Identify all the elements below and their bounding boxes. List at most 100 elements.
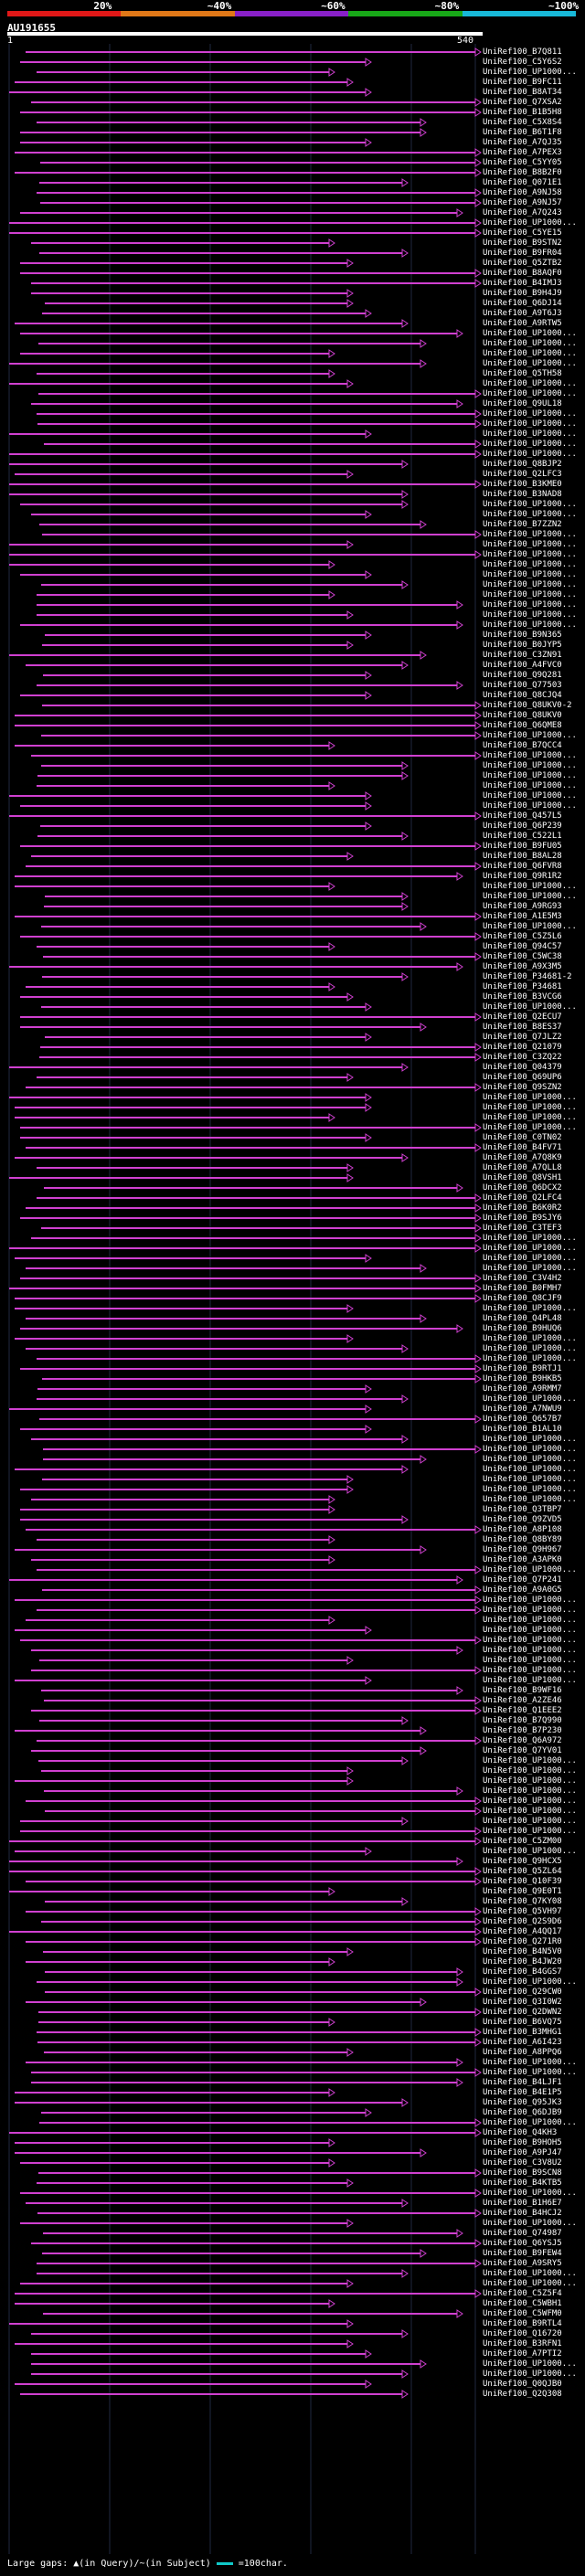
- hit-label[interactable]: UniRef100_Q2Q308: [483, 2390, 562, 2399]
- hit-label[interactable]: UniRef100_A7PEX3: [483, 148, 562, 157]
- hit-label[interactable]: UniRef100_Q74987: [483, 2229, 562, 2238]
- hit-label[interactable]: UniRef100_UP1000...: [483, 419, 577, 429]
- hit-label[interactable]: UniRef100_UP1000...: [483, 1766, 577, 1776]
- hit-label[interactable]: UniRef100_B7ZZN2: [483, 520, 562, 529]
- hit-label[interactable]: UniRef100_UP1000...: [483, 1616, 577, 1625]
- hit-label[interactable]: UniRef100_UP1000...: [483, 1626, 577, 1635]
- hit-label[interactable]: UniRef100_Q6FVR8: [483, 862, 562, 871]
- hit-label[interactable]: UniRef100_B8AQF0: [483, 269, 562, 278]
- hit-label[interactable]: UniRef100_A4QQ17: [483, 1927, 562, 1936]
- hit-label[interactable]: UniRef100_Q5VH97: [483, 1907, 562, 1916]
- hit-label[interactable]: UniRef100_Q7P241: [483, 1575, 562, 1585]
- hit-label[interactable]: UniRef100_Q6YSJ5: [483, 2239, 562, 2248]
- hit-label[interactable]: UniRef100_B6T1F8: [483, 128, 562, 137]
- hit-label[interactable]: UniRef100_Q071E1: [483, 178, 562, 187]
- hit-label[interactable]: UniRef100_B4GGS7: [483, 1967, 562, 1977]
- hit-label[interactable]: UniRef100_Q9E0T1: [483, 1887, 562, 1896]
- hit-label[interactable]: UniRef100_C5WBH1: [483, 2299, 562, 2308]
- hit-label[interactable]: UniRef100_UP1000...: [483, 2219, 577, 2228]
- hit-label[interactable]: UniRef100_B9WF16: [483, 1686, 562, 1695]
- hit-label[interactable]: UniRef100_UP1000...: [483, 560, 577, 569]
- hit-label[interactable]: UniRef100_Q04379: [483, 1063, 562, 1072]
- hit-label[interactable]: UniRef100_UP1000...: [483, 761, 577, 770]
- hit-label[interactable]: UniRef100_UP1000...: [483, 1797, 577, 1806]
- hit-label[interactable]: UniRef100_UP1000...: [483, 359, 577, 368]
- hit-label[interactable]: UniRef100_UP1000...: [483, 1264, 577, 1273]
- hit-label[interactable]: UniRef100_B6K0R2: [483, 1203, 562, 1213]
- hit-label[interactable]: UniRef100_Q5TH58: [483, 369, 562, 378]
- hit-label[interactable]: UniRef100_C3TEF3: [483, 1224, 562, 1233]
- hit-label[interactable]: UniRef100_UP1000...: [483, 791, 577, 800]
- hit-label[interactable]: UniRef100_UP1000...: [483, 1002, 577, 1012]
- hit-label[interactable]: UniRef100_Q9Q281: [483, 671, 562, 680]
- hit-label[interactable]: UniRef100_Q6P239: [483, 822, 562, 831]
- hit-label[interactable]: UniRef100_UP1000...: [483, 1093, 577, 1102]
- hit-label[interactable]: UniRef100_UP1000...: [483, 580, 577, 589]
- hit-label[interactable]: UniRef100_B6VQ75: [483, 2018, 562, 2027]
- hit-label[interactable]: UniRef100_B7QCC4: [483, 741, 562, 750]
- hit-label[interactable]: UniRef100_Q7KY08: [483, 1897, 562, 1906]
- hit-label[interactable]: UniRef100_Q9HCX5: [483, 1857, 562, 1866]
- hit-label[interactable]: UniRef100_B4HCJ2: [483, 2209, 562, 2218]
- hit-label[interactable]: UniRef100_B1H6E7: [483, 2199, 562, 2208]
- hit-label[interactable]: UniRef100_UP1000...: [483, 1394, 577, 1404]
- hit-label[interactable]: UniRef100_C5Y6S2: [483, 58, 562, 67]
- hit-label[interactable]: UniRef100_UP1000...: [483, 590, 577, 599]
- hit-label[interactable]: UniRef100_UP1000...: [483, 1977, 577, 1987]
- hit-label[interactable]: UniRef100_B4E1P5: [483, 2088, 562, 2097]
- hit-label[interactable]: UniRef100_UP1000...: [483, 429, 577, 439]
- hit-label[interactable]: UniRef100_B8AL28: [483, 852, 562, 861]
- hit-label[interactable]: UniRef100_Q9UL18: [483, 399, 562, 408]
- hit-label[interactable]: UniRef100_UP1000...: [483, 1646, 577, 1655]
- hit-label[interactable]: UniRef100_UP1000...: [483, 1244, 577, 1253]
- hit-label[interactable]: UniRef100_B8B2F0: [483, 168, 562, 177]
- hit-label[interactable]: UniRef100_C522L1: [483, 832, 562, 841]
- hit-label[interactable]: UniRef100_Q9H967: [483, 1545, 562, 1554]
- hit-label[interactable]: UniRef100_B4IMJ3: [483, 279, 562, 288]
- hit-label[interactable]: UniRef100_A4FVC0: [483, 661, 562, 670]
- hit-label[interactable]: UniRef100_Q7XSA2: [483, 98, 562, 107]
- hit-label[interactable]: UniRef100_C3ZQ22: [483, 1053, 562, 1062]
- hit-label[interactable]: UniRef100_UP1000...: [483, 731, 577, 740]
- hit-label[interactable]: UniRef100_B9RTJ1: [483, 1364, 562, 1373]
- hit-label[interactable]: UniRef100_UP1000...: [483, 1304, 577, 1313]
- hit-label[interactable]: UniRef100_A9A0G5: [483, 1585, 562, 1595]
- hit-label[interactable]: UniRef100_A9NJ58: [483, 188, 562, 197]
- hit-label[interactable]: UniRef100_B1B5H8: [483, 108, 562, 117]
- hit-label[interactable]: UniRef100_Q6DJB9: [483, 2108, 562, 2117]
- hit-label[interactable]: UniRef100_Q8VSH1: [483, 1173, 562, 1182]
- hit-label[interactable]: UniRef100_UP1000...: [483, 922, 577, 931]
- hit-label[interactable]: UniRef100_C3V4H2: [483, 1274, 562, 1283]
- hit-label[interactable]: UniRef100_Q29CW0: [483, 1988, 562, 1997]
- hit-label[interactable]: UniRef100_Q6DJ14: [483, 299, 562, 308]
- hit-label[interactable]: UniRef100_B3MHG1: [483, 2028, 562, 2037]
- hit-label[interactable]: UniRef100_A9X3M5: [483, 962, 562, 971]
- hit-label[interactable]: UniRef100_C5YE15: [483, 228, 562, 238]
- hit-label[interactable]: UniRef100_A7QLL8: [483, 1163, 562, 1172]
- hit-label[interactable]: UniRef100_Q2LFC4: [483, 1193, 562, 1203]
- hit-label[interactable]: UniRef100_Q0QJB0: [483, 2380, 562, 2389]
- hit-label[interactable]: UniRef100_B4KTB5: [483, 2178, 562, 2188]
- hit-label[interactable]: UniRef100_B9FR04: [483, 249, 562, 258]
- hit-label[interactable]: UniRef100_B9SCN8: [483, 2168, 562, 2178]
- hit-label[interactable]: UniRef100_A9SRY5: [483, 2259, 562, 2268]
- hit-label[interactable]: UniRef100_B9FU05: [483, 842, 562, 851]
- hit-label[interactable]: UniRef100_A7Q243: [483, 208, 562, 217]
- hit-label[interactable]: UniRef100_Q9ZVD5: [483, 1515, 562, 1524]
- hit-label[interactable]: UniRef100_Q8UKV0: [483, 711, 562, 720]
- hit-label[interactable]: UniRef100_P34681-2: [483, 972, 572, 981]
- hit-label[interactable]: UniRef100_B9HUQ6: [483, 1324, 562, 1333]
- hit-label[interactable]: UniRef100_A2ZE46: [483, 1696, 562, 1705]
- hit-label[interactable]: UniRef100_UP1000...: [483, 540, 577, 549]
- hit-label[interactable]: UniRef100_UP1000...: [483, 1595, 577, 1605]
- hit-label[interactable]: UniRef100_UP1000...: [483, 1676, 577, 1685]
- hit-label[interactable]: UniRef100_B4FV71: [483, 1143, 562, 1152]
- hit-label[interactable]: UniRef100_Q9SZN2: [483, 1083, 562, 1092]
- hit-label[interactable]: UniRef100_UP1000...: [483, 1465, 577, 1474]
- hit-label[interactable]: UniRef100_C3ZN91: [483, 651, 562, 660]
- hit-label[interactable]: UniRef100_Q16720: [483, 2329, 562, 2338]
- hit-label[interactable]: UniRef100_B7Q990: [483, 1716, 562, 1725]
- hit-label[interactable]: UniRef100_UP1000...: [483, 771, 577, 780]
- hit-label[interactable]: UniRef100_B9N365: [483, 631, 562, 640]
- hit-label[interactable]: UniRef100_Q8BJP2: [483, 460, 562, 469]
